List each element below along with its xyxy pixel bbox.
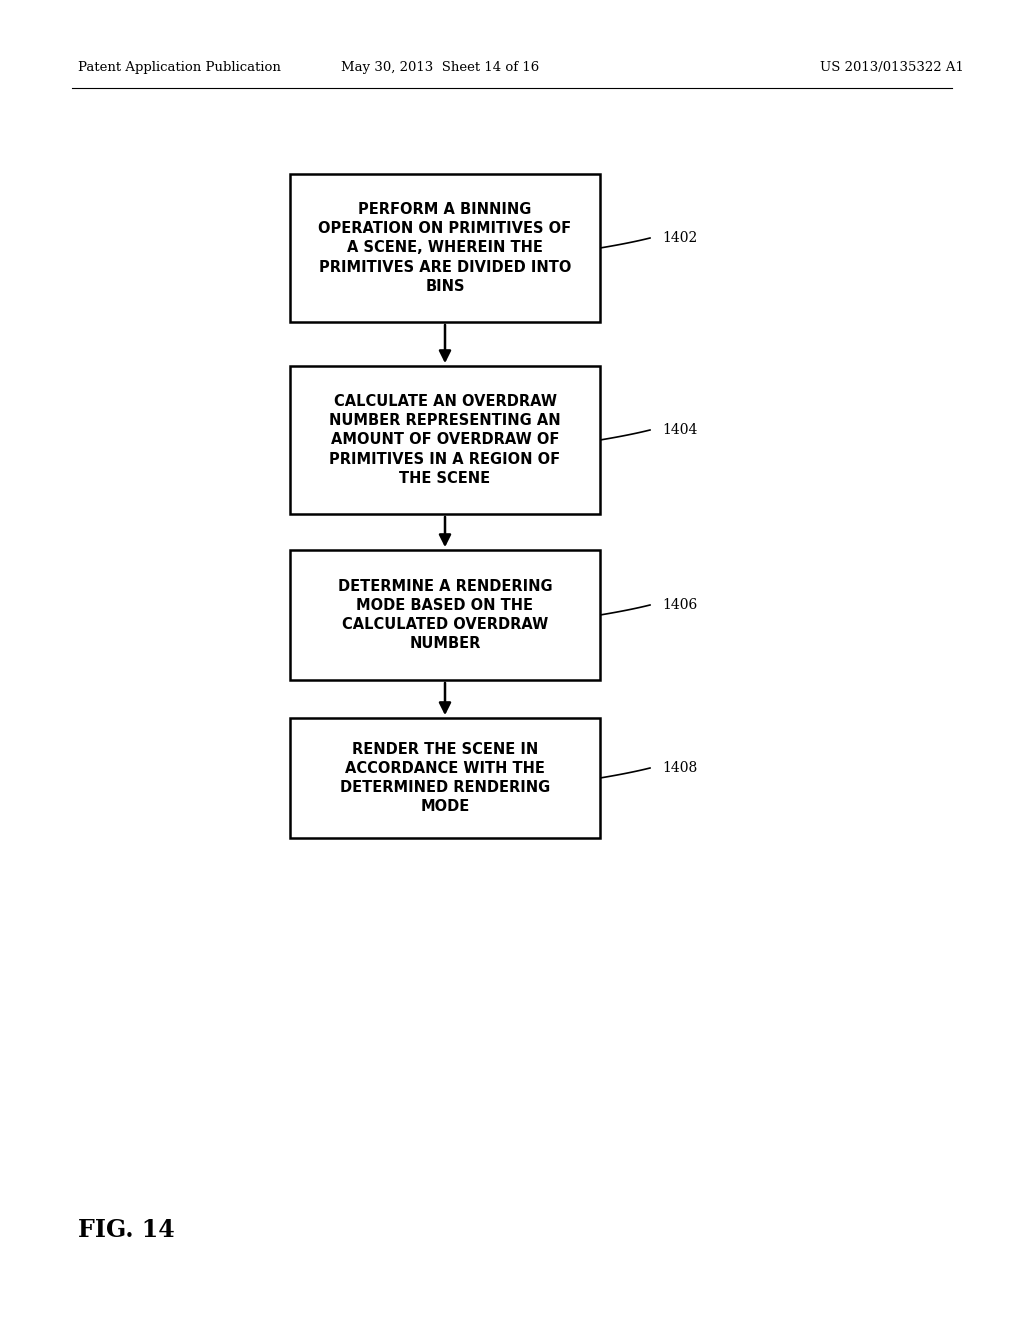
Bar: [290, 366, 600, 513]
Bar: [290, 550, 600, 680]
Bar: [290, 718, 600, 838]
Text: PERFORM A BINNING
OPERATION ON PRIMITIVES OF
A SCENE, WHEREIN THE
PRIMITIVES ARE: PERFORM A BINNING OPERATION ON PRIMITIVE…: [318, 202, 571, 294]
Text: RENDER THE SCENE IN
ACCORDANCE WITH THE
DETERMINED RENDERING
MODE: RENDER THE SCENE IN ACCORDANCE WITH THE …: [340, 742, 550, 814]
Text: FIG. 14: FIG. 14: [78, 1218, 175, 1242]
Text: 1408: 1408: [662, 762, 697, 775]
Text: Patent Application Publication: Patent Application Publication: [78, 62, 281, 74]
Text: 1406: 1406: [662, 598, 697, 612]
Text: May 30, 2013  Sheet 14 of 16: May 30, 2013 Sheet 14 of 16: [341, 62, 539, 74]
Text: US 2013/0135322 A1: US 2013/0135322 A1: [820, 62, 964, 74]
Text: DETERMINE A RENDERING
MODE BASED ON THE
CALCULATED OVERDRAW
NUMBER: DETERMINE A RENDERING MODE BASED ON THE …: [338, 578, 552, 651]
Text: CALCULATE AN OVERDRAW
NUMBER REPRESENTING AN
AMOUNT OF OVERDRAW OF
PRIMITIVES IN: CALCULATE AN OVERDRAW NUMBER REPRESENTIN…: [329, 395, 561, 486]
Bar: [290, 174, 600, 322]
Text: 1404: 1404: [662, 422, 697, 437]
Text: 1402: 1402: [662, 231, 697, 246]
